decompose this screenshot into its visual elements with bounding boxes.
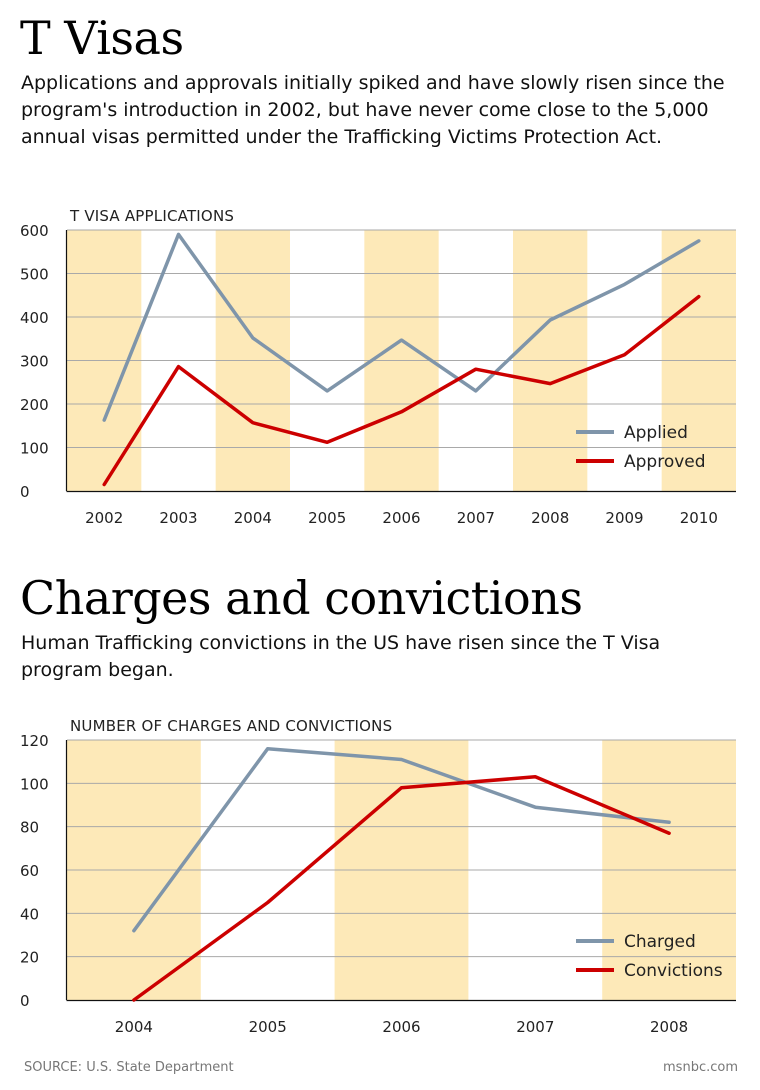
chart-1-title: T VISA APPLICATIONS xyxy=(69,207,234,225)
source-note: SOURCE: U.S. State Department xyxy=(24,1060,234,1075)
chart-2-series-convictions-line xyxy=(132,775,671,1002)
chart-1-y-tick-100: 100 xyxy=(20,440,49,458)
chart-2-x-tick-2005: 2005 xyxy=(249,1018,287,1036)
chart-1-x-tick-2008: 2008 xyxy=(531,509,569,527)
chart-2-y-tick-120: 120 xyxy=(20,732,49,750)
chart-2-y-tick-40: 40 xyxy=(20,905,39,923)
chart-1-y-tick-400: 400 xyxy=(20,309,49,327)
chart-2-x-tick-2008: 2008 xyxy=(650,1018,688,1036)
chart-2-y-tick-80: 80 xyxy=(20,819,39,837)
credit: msnbc.com xyxy=(663,1060,738,1075)
chart-2-legend-label-charged: Charged xyxy=(624,932,696,952)
chart-1-description: Applications and approvals initially spi… xyxy=(21,72,725,148)
chart-2-series-charged-line xyxy=(132,746,671,933)
chart-1-x-tick-2003: 2003 xyxy=(159,509,197,527)
chart-1-y-tick-600: 600 xyxy=(20,222,49,240)
chart-1-y-tick-500: 500 xyxy=(20,266,49,284)
chart-2-x-tick-2006: 2006 xyxy=(382,1018,420,1036)
chart-2-y-tick-60: 60 xyxy=(20,862,39,880)
chart-2-x-tick-2004: 2004 xyxy=(115,1018,153,1036)
chart-1-y-tick-0: 0 xyxy=(20,483,30,501)
chart-2-title: NUMBER OF CHARGES AND CONVICTIONS xyxy=(70,717,392,735)
chart-1-x-tick-2006: 2006 xyxy=(382,509,420,527)
t-visa-applications-chart: 0 100 200 300 400 500 600 2002 2003 2004 2005 2006 2… xyxy=(20,207,736,527)
chart-1-x-tick-2002: 2002 xyxy=(85,509,123,527)
chart-2-y-tick-0: 0 xyxy=(20,992,30,1010)
chart-1-legend-label-approved: Approved xyxy=(624,452,706,472)
chart-1-x-tick-2005: 2005 xyxy=(308,509,346,527)
chart-2-y-tick-100: 100 xyxy=(20,775,49,793)
chart-1-series-approved-line xyxy=(102,294,701,487)
chart-2-y-tick-20: 20 xyxy=(20,949,39,967)
chart-1-legend-label-applied: Applied xyxy=(624,423,688,443)
chart-1-x-tick-2004: 2004 xyxy=(234,509,272,527)
chart-1-heading: T Visas xyxy=(20,11,184,65)
chart-1-x-tick-2007: 2007 xyxy=(457,509,495,527)
chart-2-x-tick-2007: 2007 xyxy=(516,1018,554,1036)
chart-1-x-tick-2010: 2010 xyxy=(680,509,718,527)
chart-2-legend-label-convictions: Convictions xyxy=(624,961,723,981)
chart-1-x-tick-2009: 2009 xyxy=(605,509,643,527)
charges-convictions-chart: 0 20 40 60 80 100 120 2004 2005 2006 2007 2008 NUMBE… xyxy=(20,717,736,1036)
chart-1-y-tick-300: 300 xyxy=(20,353,49,371)
chart-2-description: Human Trafficking convictions in the US … xyxy=(21,632,661,681)
chart-1-y-tick-200: 200 xyxy=(20,396,49,414)
chart-2-heading: Charges and convictions xyxy=(20,571,583,625)
chart-1-series-applied-line xyxy=(102,232,701,422)
